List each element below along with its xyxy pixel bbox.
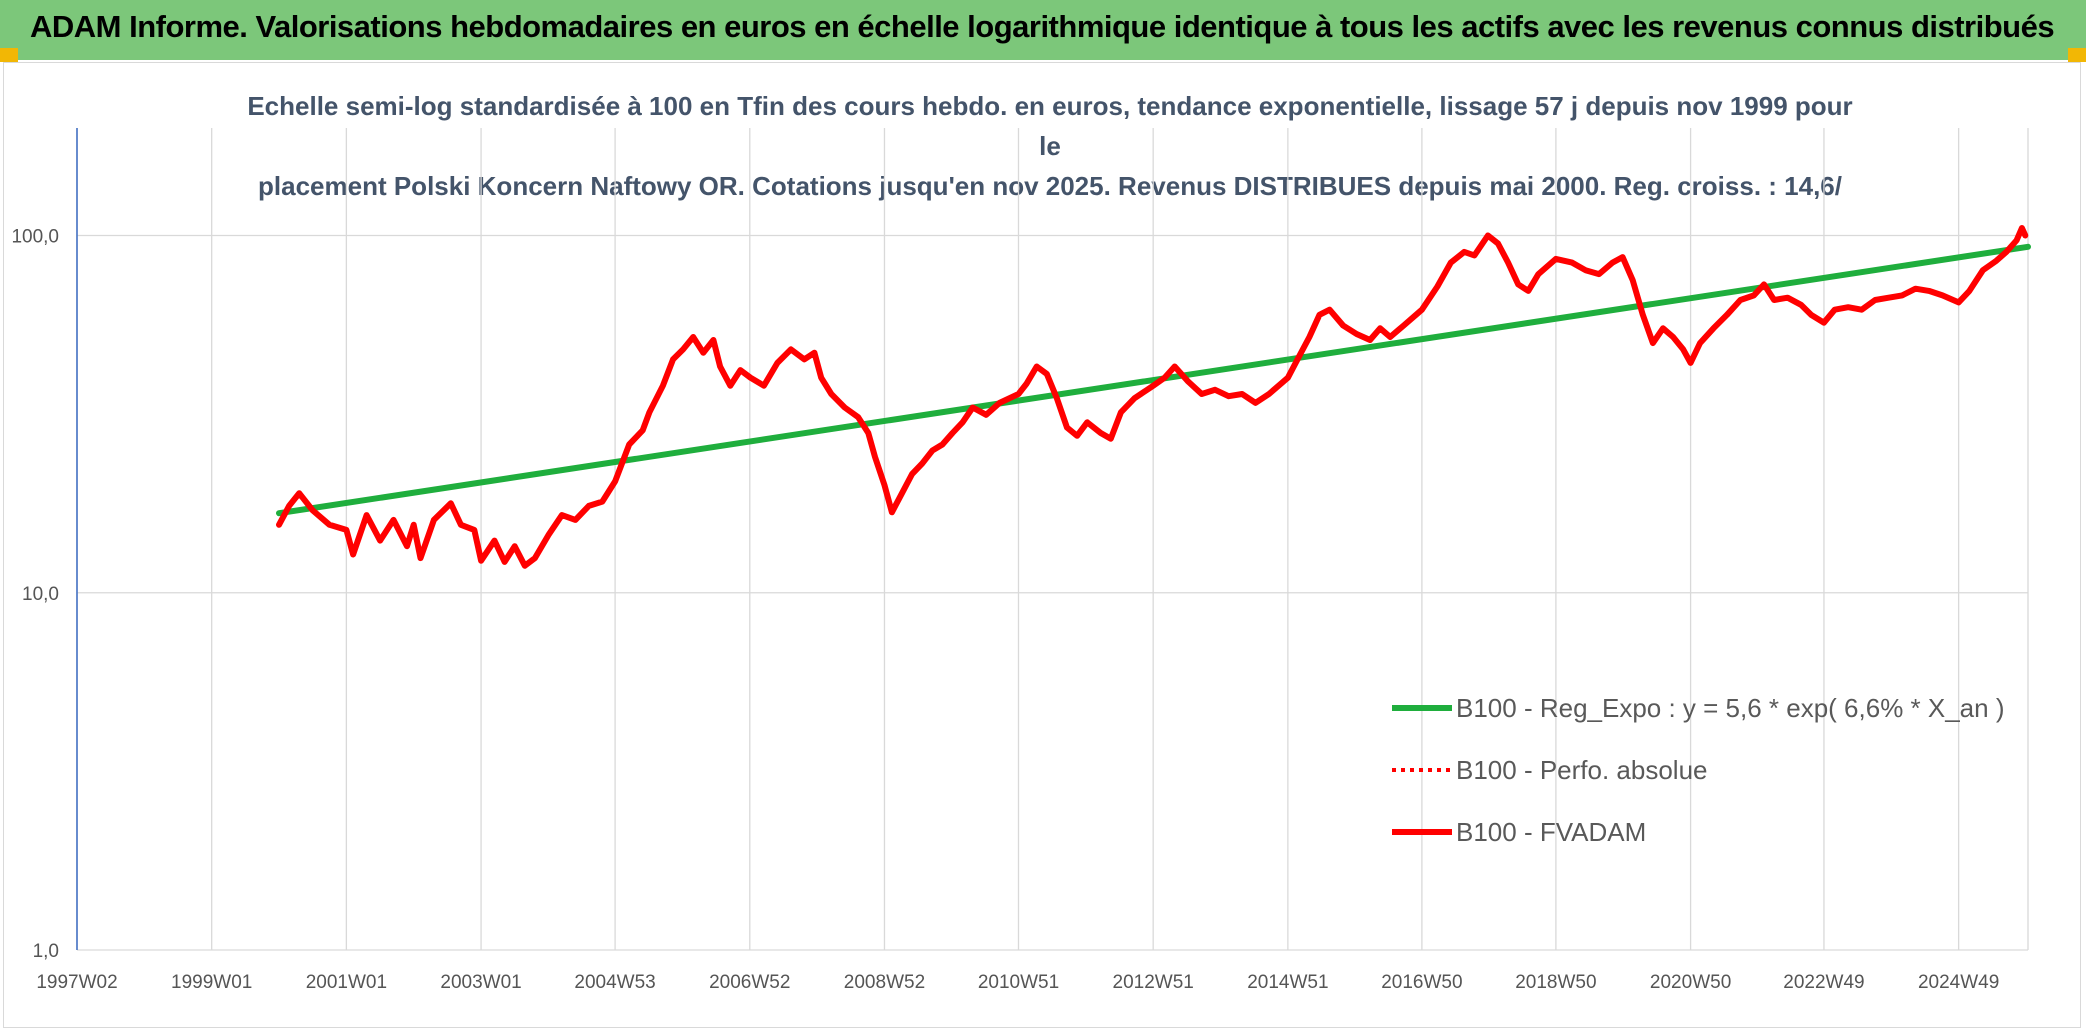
x-tick-label: 2003W01 xyxy=(440,972,521,993)
header-banner: ADAM Informe. Valorisations hebdomadaire… xyxy=(0,0,2086,60)
corner-marker-left xyxy=(0,48,18,62)
chart-title: Echelle semi-log standardisée à 100 en T… xyxy=(240,86,1860,206)
chart-frame xyxy=(3,62,2081,1028)
chart-title-line1: Echelle semi-log standardisée à 100 en T… xyxy=(247,91,1853,161)
x-tick-label: 2012W51 xyxy=(1113,972,1194,993)
legend-label-2: B100 - FVADAM xyxy=(1456,817,1646,847)
legend-label-1: B100 - Perfo. absolue xyxy=(1456,755,1708,785)
x-tick-label: 2006W52 xyxy=(709,972,790,993)
chart-axes: 1997W02 1999W01 2001W01 2003W01 2004W53 2006W… xyxy=(11,128,1999,993)
y-tick-label: 1,0 xyxy=(33,941,59,962)
chart-title-line2: placement Polski Koncern Naftowy OR. Cot… xyxy=(258,171,1842,201)
x-tick-label: 1997W02 xyxy=(36,972,117,993)
x-tick-label: 2014W51 xyxy=(1247,972,1328,993)
chart-grid xyxy=(76,128,2029,951)
chart-legend: B100 - Reg_Expo : y = 5,6 * exp( 6,6% * … xyxy=(1392,693,2005,847)
series-line-0 xyxy=(276,243,2031,517)
report-title: ADAM Informe. Valorisations hebdomadaire… xyxy=(30,9,2055,44)
x-tick-label: 2018W50 xyxy=(1515,972,1596,993)
y-tick-label: 100,0 xyxy=(11,227,59,248)
corner-marker-right xyxy=(2068,48,2086,62)
series-layer xyxy=(276,225,2031,569)
x-tick-label: 2022W49 xyxy=(1783,972,1864,993)
x-tick-label: 2024W49 xyxy=(1918,972,1999,993)
series-line-2 xyxy=(276,225,2029,569)
x-tick-label: 2008W52 xyxy=(844,972,925,993)
x-tick-label: 1999W01 xyxy=(171,972,252,993)
x-tick-label: 2001W01 xyxy=(306,972,387,993)
x-tick-label: 2016W50 xyxy=(1381,972,1462,993)
y-tick-label: 10,0 xyxy=(22,584,59,605)
x-tick-label: 2010W51 xyxy=(978,972,1059,993)
x-tick-label: 2004W53 xyxy=(574,972,655,993)
legend-label-0: B100 - Reg_Expo : y = 5,6 * exp( 6,6% * … xyxy=(1456,693,2005,723)
x-tick-label: 2020W50 xyxy=(1650,972,1731,993)
